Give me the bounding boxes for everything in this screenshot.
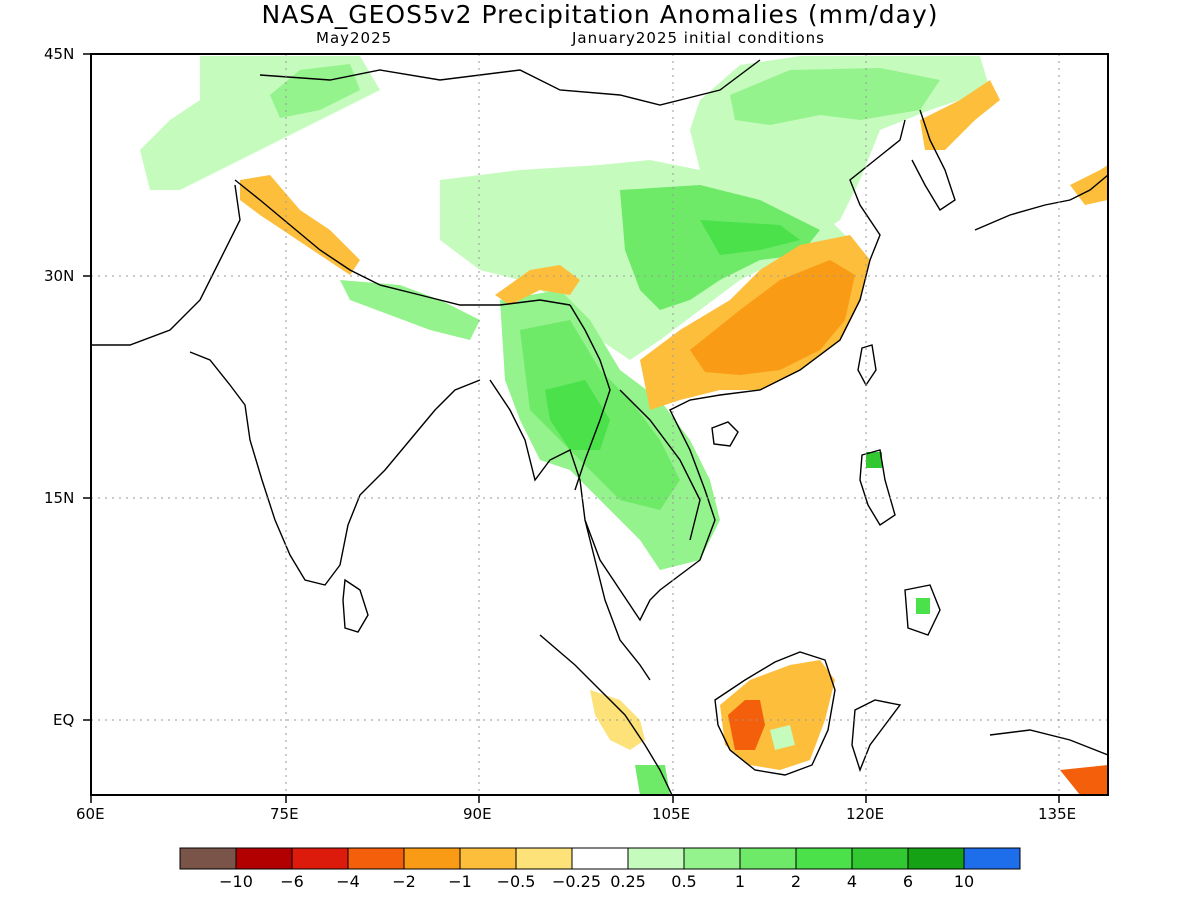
coastline-hainan [711,421,739,447]
legend-label: 0.5 [671,872,697,891]
legend-swatch [963,847,1021,870]
lon-tick-label: 60E [76,805,105,823]
legend-swatch [235,847,293,870]
legend-swatch [571,847,629,870]
coastline-korea [911,109,956,211]
legend-label: 1 [734,872,746,891]
lon-tick-label: 120E [846,805,885,823]
legend-swatch [851,847,909,870]
dry-region-himalaya [240,175,360,275]
border-china-north [259,59,761,106]
wet-region-myanmar-strong [545,380,610,450]
initial-conditions: January2025 initial conditions [572,29,825,47]
dry-region-new-guinea [1060,765,1108,795]
lon-tick-label: 90E [463,805,492,823]
border-laos-vietnam [619,389,701,541]
legend-swatch [739,847,797,870]
legend-swatch [403,847,461,870]
wet-spot-luzon [866,452,882,468]
legend-label: −6 [280,872,304,891]
lon-tick-label: 105E [652,805,691,823]
dry-region-borneo-core [728,700,765,750]
wet-region-sichuan-core [700,220,800,255]
coastline-taiwan [857,344,877,387]
lon-tick-label: 135E [1038,805,1077,823]
lat-tick-label: EQ [53,711,75,729]
forecast-month: May2025 [316,29,393,47]
lat-tick-label: 15N [44,489,75,507]
legend-swatch [515,847,573,870]
legend-label: 6 [902,872,914,891]
coastline-indochina [489,259,871,622]
graticule [91,54,1108,795]
legend-swatch [291,847,349,870]
coastline-east-china [849,119,906,261]
border-himalaya [234,179,571,306]
border-myanmar [569,304,611,491]
legend-label: −10 [219,872,253,891]
wet-region-mongolia-core [730,68,940,125]
coastline-sulawesi [851,699,902,773]
legend-label: −0.25 [552,872,602,891]
legend-swatch [683,847,741,870]
legend-swatch [459,847,517,870]
wet-region-borneo [770,725,795,750]
lat-tick-label: 30N [44,267,75,285]
coastline-sumatra [539,634,673,795]
anomaly-fields [140,56,1108,795]
legend-label: −4 [336,872,360,891]
legend-label: 4 [846,872,858,891]
axis-ticks [83,53,1060,803]
coastline-malay-peninsula [584,519,651,681]
legend-colorbar [179,847,1021,870]
legend-swatch [179,847,237,870]
dry-region-korea [920,80,1000,150]
coastline-japan [974,174,1108,231]
legend-swatch [627,847,685,870]
coastline-luzon [859,449,896,526]
coastline-new-guinea [989,729,1108,756]
legend-label: −0.5 [496,872,536,891]
dry-region-south-china-core [690,260,855,375]
coastlines [92,59,1108,795]
border-pakistan [92,184,241,346]
chart-title: NASA_GEOS5v2 Precipitation Anomalies (mm… [261,0,939,29]
coastline-borneo [714,651,836,776]
legend-swatch [907,847,965,870]
legend-label: −1 [448,872,472,891]
dry-region-east-himalaya [495,265,580,305]
coastline-india [189,351,481,586]
coastline-mindanao [904,584,941,636]
lon-tick-label: 75E [270,805,299,823]
lat-tick-label: 45N [44,45,75,63]
wet-spot-mindanao [916,598,930,614]
legend-label: 2 [790,872,802,891]
map-frame [90,53,1109,796]
legend-label: 0.25 [610,872,646,891]
legend-swatch [347,847,405,870]
wet-region-north-india [340,280,480,340]
legend-label: 10 [953,872,975,891]
dry-region-japan [1070,165,1108,205]
coastline-sri-lanka [342,578,369,633]
legend-swatch [795,847,853,870]
legend-label: −2 [392,872,416,891]
